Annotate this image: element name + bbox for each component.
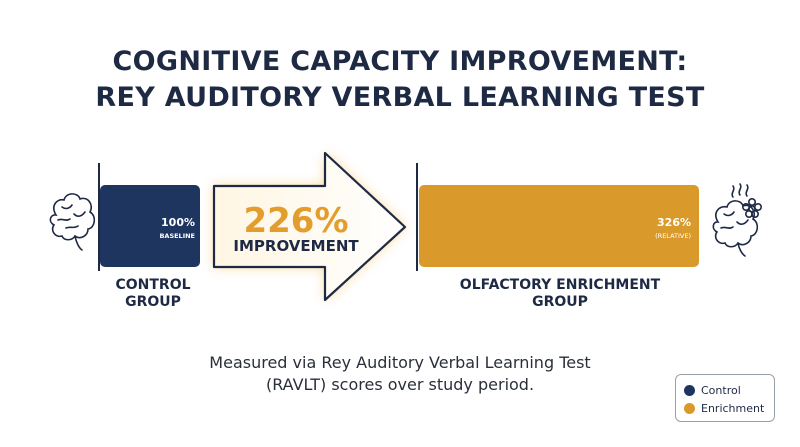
improvement-value: 226% [243,201,348,241]
category-label-control-2: GROUP [125,294,181,310]
chart-caption: Measured via Rey Auditory Verbal Learnin… [0,352,800,396]
bar-enrichment [419,185,699,267]
improvement-arrow [212,151,407,302]
brain-icon [49,193,96,251]
sub-label-enrichment: (RELATIVE) [655,232,691,240]
legend-swatch-control [684,384,695,396]
legend-item-enrichment: Enrichment [684,399,766,417]
category-label-enrichment-2: GROUP [532,294,588,310]
legend-label-enrichment: Enrichment [701,401,765,415]
legend: Control Enrichment [675,374,775,422]
category-label-control-1: CONTROL [115,277,190,293]
value-label-enrichment: 326% [657,216,691,229]
legend-label-control: Control [701,383,741,397]
chart-title-line-2: REY AUDITORY VERBAL LEARNING TEST [95,82,705,113]
caption-line-2: (RAVLT) scores over study period. [265,375,535,394]
chart-title: COGNITIVE CAPACITY IMPROVEMENT: REY AUDI… [0,44,800,116]
bar-control [100,185,200,267]
category-label-enrichment-1: OLFACTORY ENRICHMENT [460,277,661,293]
caption-line-1: Measured via Rey Auditory Verbal Learnin… [209,353,591,372]
sub-label-control: BASELINE [159,232,195,240]
chart-title-line-1: COGNITIVE CAPACITY IMPROVEMENT: [112,46,688,77]
brain-flower-icon [712,183,762,257]
legend-swatch-enrichment [684,402,695,414]
legend-item-control: Control [684,381,766,399]
improvement-label: IMPROVEMENT [233,237,359,255]
value-label-control: 100% [161,216,195,229]
